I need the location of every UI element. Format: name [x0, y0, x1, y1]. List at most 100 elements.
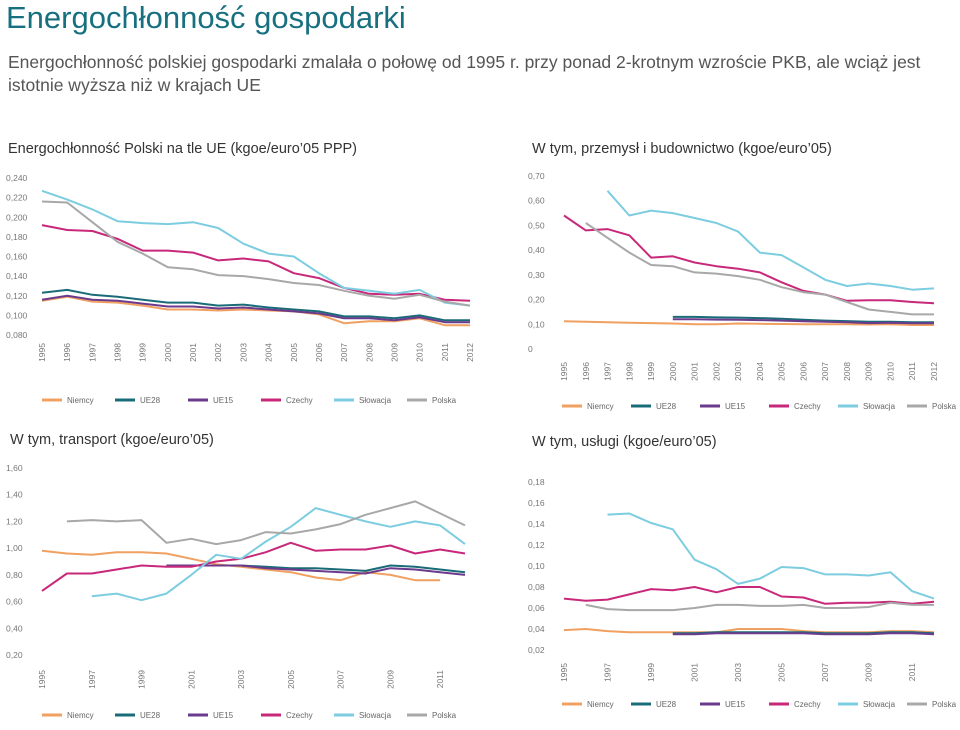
x-tick-label: 1996 — [62, 343, 72, 362]
y-tick-label: 0,02 — [528, 645, 545, 655]
x-tick-label: 2003 — [733, 663, 743, 682]
y-tick-label: 1,20 — [6, 516, 23, 526]
x-tick-label: 2001 — [188, 343, 198, 362]
y-tick-label: 0,120 — [6, 291, 28, 301]
x-tick-label: 2005 — [777, 362, 787, 381]
y-tick-label: 0,80 — [6, 570, 23, 580]
x-tick-label: 2007 — [339, 343, 349, 362]
y-tick-label: 0,180 — [6, 232, 28, 242]
y-tick-label: 0,160 — [6, 252, 28, 262]
legend-label: Czechy — [794, 700, 821, 709]
x-tick-label: 2005 — [286, 670, 296, 689]
x-tick-label: 2003 — [236, 670, 246, 689]
x-tick-label: 2011 — [907, 362, 917, 381]
x-tick-label: 1997 — [603, 663, 613, 682]
x-tick-label: 2008 — [842, 362, 852, 381]
x-tick-label: 2008 — [364, 343, 374, 362]
chart4-title: W tym, usługi (kgoe/euro’05) — [532, 434, 717, 450]
x-tick-label: 2007 — [820, 663, 830, 682]
x-tick-label: 1999 — [138, 343, 148, 362]
legend-label: UE28 — [656, 700, 677, 709]
x-tick-label: 2006 — [314, 343, 324, 362]
y-tick-label: 0,60 — [6, 597, 23, 607]
x-tick-label: 2001 — [690, 663, 700, 682]
x-tick-label: 2005 — [777, 663, 787, 682]
y-tick-label: 0,20 — [528, 295, 545, 305]
y-tick-label: 1,60 — [6, 463, 23, 473]
y-tick-label: 0,30 — [528, 270, 545, 280]
x-tick-label: 2011 — [435, 670, 445, 689]
chart1-title: Energochłonność Polski na tle UE (kgoe/e… — [8, 141, 357, 157]
legend-label: UE28 — [140, 711, 161, 720]
x-tick-label: 2003 — [733, 362, 743, 381]
x-tick-label: 2007 — [820, 362, 830, 381]
legend-label: UE28 — [140, 396, 161, 405]
page-subtitle: Energochłonność polskiej gospodarki zmal… — [8, 52, 921, 95]
chart-overall: 0,080 0,100 0,120 0,140 0,160 0,180 0,200 0,220… — [6, 173, 475, 405]
series-line-ue28 — [672, 315, 934, 324]
y-tick-label: 0,10 — [528, 561, 545, 571]
y-tick-label: 0,220 — [6, 193, 28, 203]
series-line-ue28 — [41, 288, 470, 322]
x-tick-label: 2004 — [755, 362, 765, 381]
x-tick-label: 2002 — [711, 362, 721, 381]
series-line-słowacja — [91, 507, 466, 602]
y-tick-label: 0 — [528, 344, 533, 354]
series-line-ue15 — [41, 294, 470, 324]
x-tick-label: 2010 — [885, 362, 895, 381]
series-line-ue15 — [166, 564, 466, 576]
y-tick-label: 0,20 — [6, 650, 23, 660]
legend-label: Niemcy — [587, 700, 614, 709]
legend-label: Polska — [432, 711, 457, 720]
legend-label: Niemcy — [67, 396, 94, 405]
legend-label: Czechy — [794, 402, 821, 411]
series-line-czechy — [41, 224, 471, 302]
x-tick-label: 2009 — [385, 670, 395, 689]
legend-label: Słowacja — [359, 396, 392, 405]
legend-label: UE28 — [656, 402, 677, 411]
series-line-słowacja — [606, 190, 935, 291]
x-tick-label: 2012 — [929, 362, 939, 381]
x-tick-label: 1997 — [603, 362, 613, 381]
chart3-title: W tym, transport (kgoe/euro’05) — [10, 432, 214, 448]
y-tick-label: 0,200 — [6, 212, 28, 222]
x-tick-label: 1995 — [559, 663, 569, 682]
legend-label: UE15 — [213, 396, 234, 405]
series-line-niemcy — [563, 628, 935, 634]
y-tick-label: 0,240 — [6, 173, 28, 183]
x-tick-label: 1996 — [581, 362, 591, 381]
page-title: Energochłonność gospodarki — [6, 0, 406, 35]
y-tick-label: 0,14 — [528, 519, 545, 529]
chart-services: 0,02 0,04 0,06 0,08 0,10 0,12 0,14 0,16 0,18 1995… — [528, 477, 957, 709]
y-tick-label: 0,16 — [528, 498, 545, 508]
legend-label: Czechy — [286, 396, 313, 405]
x-tick-label: 1999 — [137, 670, 147, 689]
series-line-czechy — [563, 586, 935, 605]
chart-industry: 0 0,10 0,20 0,30 0,40 0,50 0,60 0,70 1995 1996 199… — [528, 171, 957, 411]
series-line-niemcy — [563, 320, 934, 326]
x-tick-label: 2011 — [440, 343, 450, 362]
y-tick-label: 0,06 — [528, 603, 545, 613]
y-tick-label: 0,70 — [528, 171, 545, 181]
legend-label: UE15 — [725, 402, 746, 411]
legend-label: Czechy — [286, 711, 313, 720]
y-tick-label: 0,080 — [6, 330, 28, 340]
x-tick-label: 2007 — [336, 670, 346, 689]
x-tick-label: 2000 — [163, 343, 173, 362]
legend-label: Słowacja — [359, 711, 392, 720]
y-tick-label: 0,08 — [528, 582, 545, 592]
y-tick-label: 0,50 — [528, 220, 545, 230]
x-tick-label: 2001 — [186, 670, 196, 689]
y-tick-label: 0,140 — [6, 271, 28, 281]
series-line-polska — [66, 500, 466, 546]
y-tick-label: 0,10 — [528, 319, 545, 329]
x-tick-label: 2004 — [264, 343, 274, 362]
x-tick-label: 2009 — [389, 343, 399, 362]
series-line-polska — [585, 601, 934, 612]
series-line-ue15 — [672, 318, 934, 325]
x-tick-label: 2010 — [415, 343, 425, 362]
y-tick-label: 0,12 — [528, 540, 545, 550]
x-tick-label: 1995 — [37, 343, 47, 362]
legend-label: Słowacja — [863, 700, 896, 709]
x-tick-label: 1998 — [113, 343, 123, 362]
